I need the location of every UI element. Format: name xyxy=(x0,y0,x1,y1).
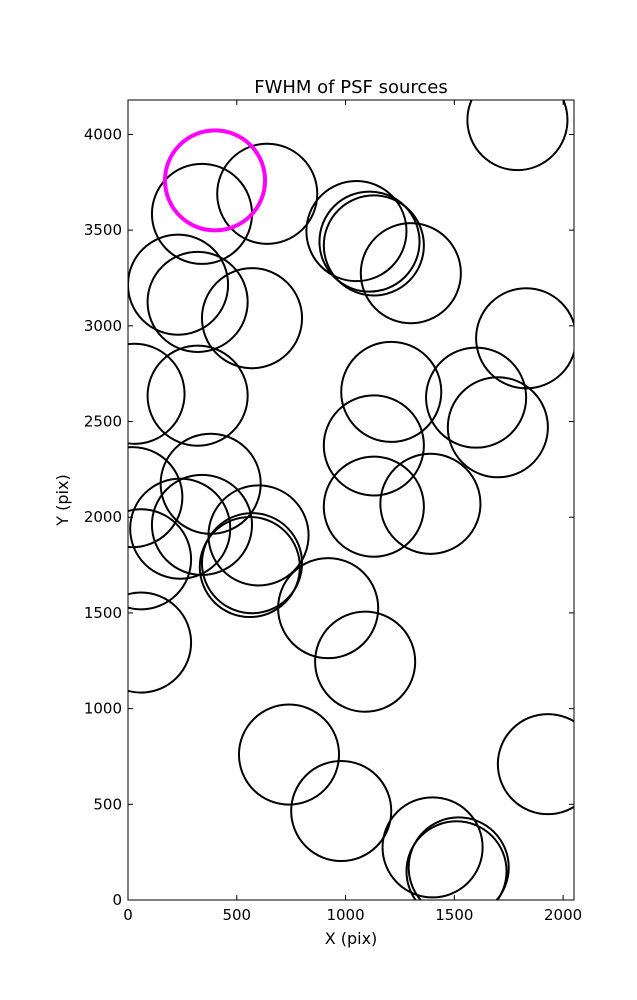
source-circle xyxy=(277,557,380,660)
source-circle xyxy=(446,376,549,479)
y-tick-label: 1000 xyxy=(84,700,122,718)
y-tick-label: 1500 xyxy=(84,604,122,622)
source-circle xyxy=(150,473,254,576)
source-circle xyxy=(129,477,232,580)
source-circle xyxy=(290,759,393,863)
source-circle xyxy=(305,180,408,283)
source-circle xyxy=(322,455,425,558)
source-circle xyxy=(340,340,443,443)
source-circle xyxy=(146,250,249,353)
source-circle xyxy=(496,713,574,816)
source-circle xyxy=(128,342,186,445)
x-tick-label: 1500 xyxy=(435,906,473,924)
source-circle xyxy=(318,190,421,293)
y-tick-label: 2500 xyxy=(84,413,122,431)
y-tick-label: 500 xyxy=(93,795,122,813)
y-tick-label: 3500 xyxy=(84,221,122,239)
y-tick-label: 4000 xyxy=(84,125,122,143)
x-tick-label: 2000 xyxy=(544,906,582,924)
source-circle xyxy=(237,703,341,806)
chart-title: FWHM of PSF sources xyxy=(254,77,448,98)
source-circle xyxy=(200,512,304,615)
source-circle xyxy=(128,446,184,549)
x-tick-label: 0 xyxy=(123,906,133,924)
y-tick-label: 0 xyxy=(112,891,122,909)
source-circle xyxy=(128,508,193,611)
source-circle xyxy=(200,267,304,370)
source-circle xyxy=(359,222,462,325)
plot-frame xyxy=(127,99,575,901)
source-circle xyxy=(405,820,508,900)
x-tick-label: 500 xyxy=(222,906,251,924)
y-tick-label: 2000 xyxy=(84,508,122,526)
source-circle xyxy=(322,394,425,497)
source-circle xyxy=(146,344,249,447)
source-circle xyxy=(198,515,301,619)
axis-ticks: 0 500 1000 1500 2000 0 500 1000 1500 2000 2500 3000… xyxy=(84,100,582,924)
x-axis-label: X (pix) xyxy=(325,929,378,948)
psf-source-markers xyxy=(128,100,574,900)
source-circle xyxy=(128,591,193,694)
source-circle xyxy=(207,484,310,587)
source-circle xyxy=(128,233,230,336)
source-circle xyxy=(475,287,574,390)
source-circle xyxy=(314,610,417,713)
source-circle xyxy=(381,796,484,899)
source-circle xyxy=(216,142,319,245)
source-circle xyxy=(425,346,528,449)
x-tick-label: 1000 xyxy=(326,906,364,924)
highlighted-source-circle xyxy=(162,128,268,233)
source-circle xyxy=(407,816,510,900)
y-tick-label: 3000 xyxy=(84,317,122,335)
y-axis-label: Y (pix) xyxy=(53,474,72,526)
source-circle xyxy=(379,452,482,555)
source-circle xyxy=(322,194,425,297)
source-circle xyxy=(466,100,569,172)
